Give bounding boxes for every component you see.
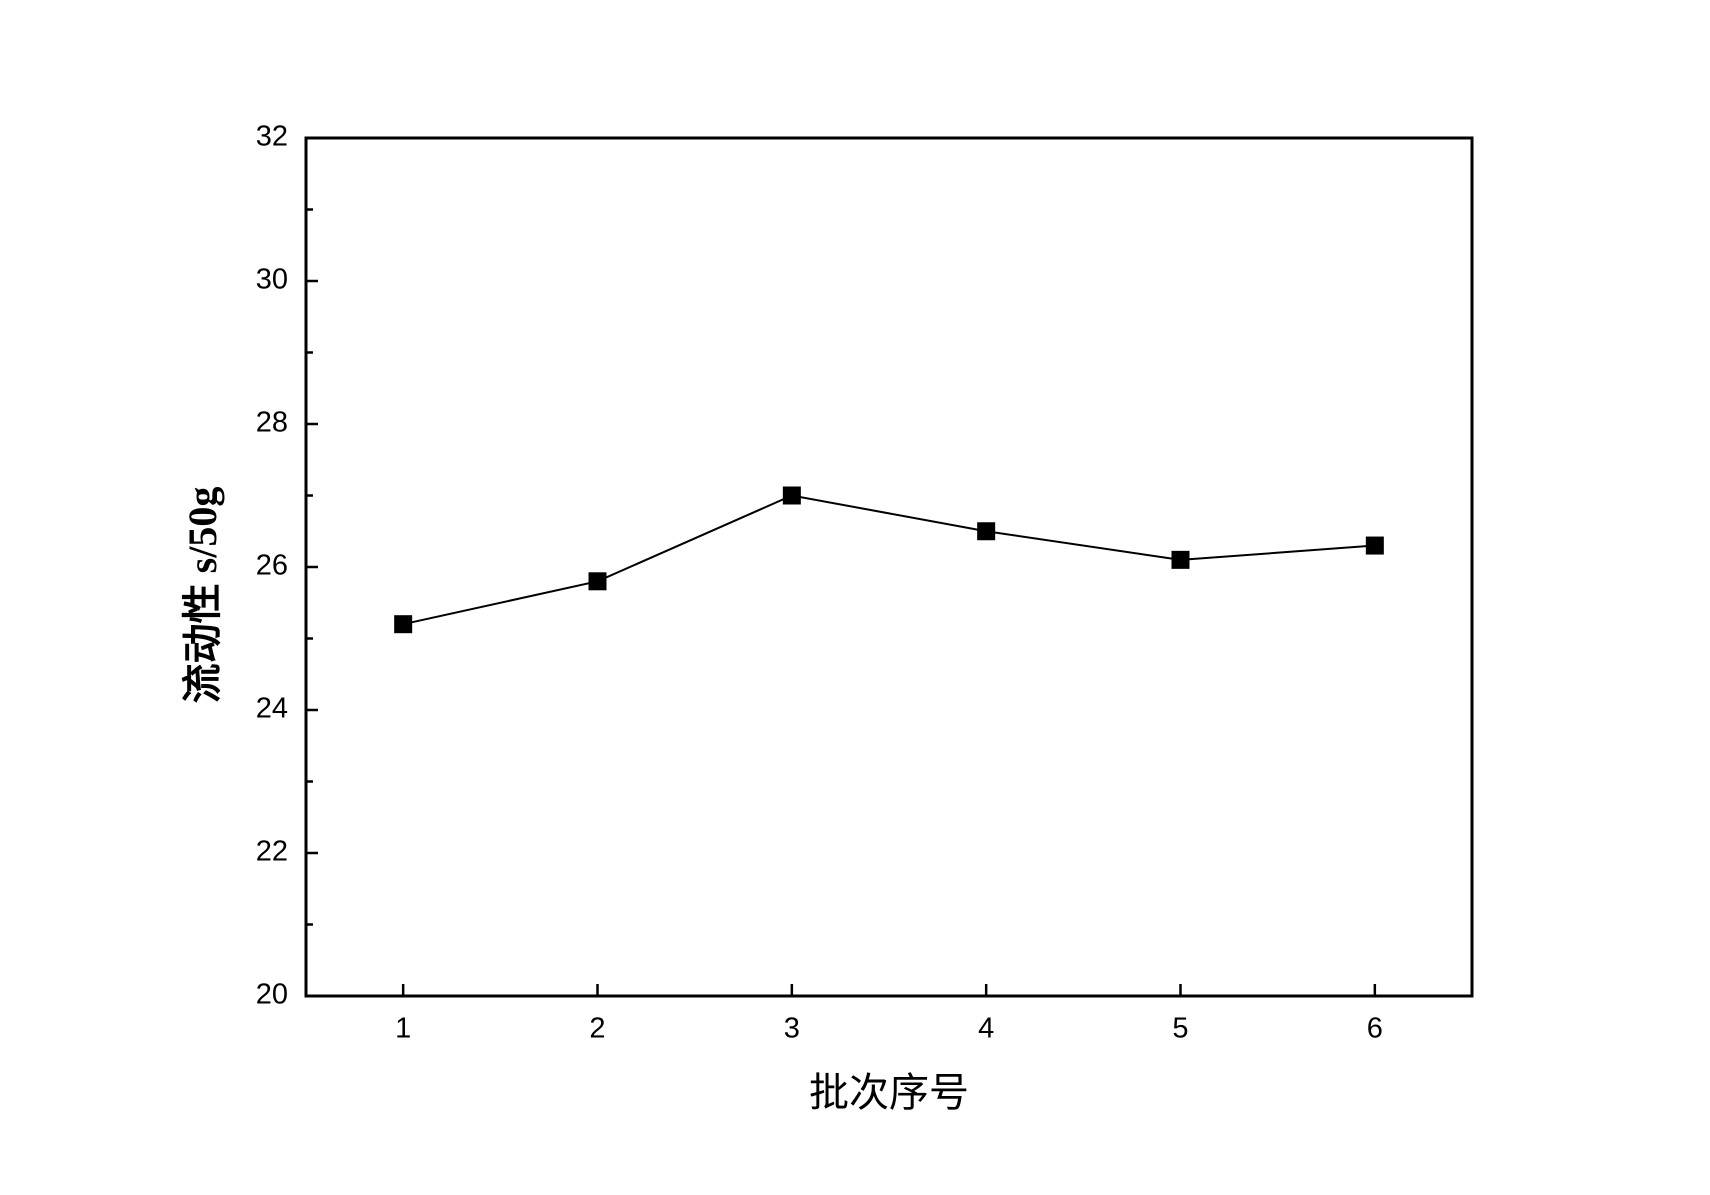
x-tick-label: 4 — [978, 1013, 994, 1045]
y-tick-label: 28 — [256, 407, 288, 439]
y-axis-title: 流动性 s/50g — [180, 487, 225, 704]
plot-frame — [304, 136, 1474, 998]
y-tick-label: 30 — [256, 264, 288, 296]
y-tick-label: 32 — [256, 121, 288, 153]
data-point — [1171, 550, 1190, 569]
x-tick-label: 1 — [395, 1013, 411, 1045]
x-axis-title: 批次序号 — [809, 1070, 969, 1115]
data-point — [782, 486, 801, 505]
data-point — [588, 572, 607, 591]
y-tick-label: 22 — [256, 836, 288, 868]
data-point — [1365, 536, 1384, 555]
data-point — [394, 615, 413, 634]
x-tick-label: 3 — [784, 1013, 800, 1045]
x-tick-label: 2 — [589, 1013, 605, 1045]
x-tick-label: 6 — [1367, 1013, 1383, 1045]
y-tick-label: 26 — [256, 550, 288, 582]
y-tick-label: 24 — [256, 693, 288, 725]
x-tick-label: 5 — [1172, 1013, 1188, 1045]
y-tick-label: 20 — [256, 979, 288, 1011]
data-point — [977, 522, 996, 541]
series-line — [402, 494, 1375, 626]
